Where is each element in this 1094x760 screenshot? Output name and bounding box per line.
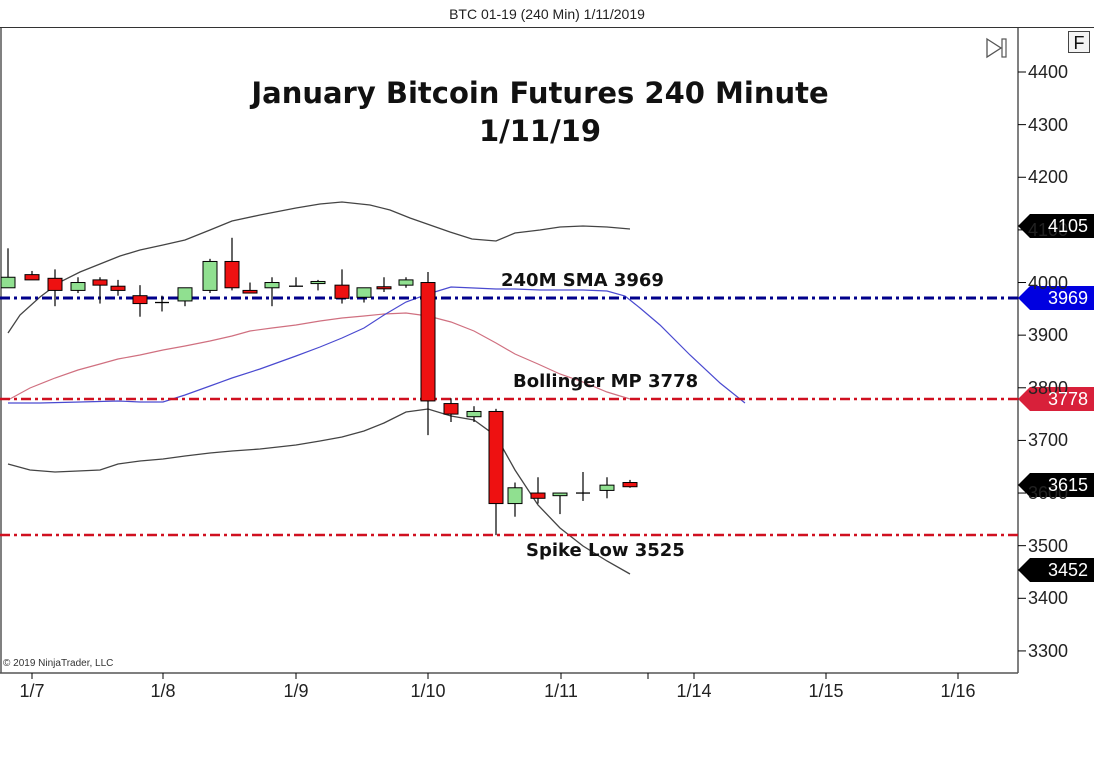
candle	[132, 285, 148, 317]
f-button[interactable]: F	[1068, 31, 1090, 53]
candle	[599, 477, 615, 499]
candle	[488, 408, 504, 536]
candle	[202, 258, 218, 294]
chart-title: January Bitcoin Futures 240 Minute 1/11/…	[180, 74, 900, 150]
candle	[398, 277, 414, 288]
x-tick-label: 1/15	[808, 681, 844, 701]
candle	[576, 471, 590, 501]
tag-lower-band: 3452	[1047, 560, 1088, 580]
x-tick-label: 1/9	[283, 681, 309, 701]
price-tag-upper-band	[1018, 214, 1094, 238]
candle	[310, 279, 326, 291]
x-tick-label: 1/7	[19, 681, 45, 701]
candle	[552, 492, 568, 515]
y-tick-label: 3600	[1028, 483, 1069, 504]
price-tag-last	[1018, 473, 1094, 497]
candle	[110, 279, 126, 296]
y-tick-label: 3800	[1028, 377, 1069, 398]
tag-bollinger-mp: 3778	[1047, 389, 1088, 409]
candle	[507, 482, 523, 517]
tag-upper-band: 4105	[1047, 216, 1088, 236]
candle	[224, 237, 240, 291]
candle	[264, 277, 280, 307]
candle	[530, 477, 546, 504]
bollinger-midpoint	[7, 312, 631, 401]
price-tag-sma	[1018, 286, 1094, 310]
candle	[24, 270, 40, 281]
sma-annotation: 240M SMA 3969	[501, 270, 664, 291]
tag-sma: 3969	[1047, 288, 1088, 308]
candle	[443, 398, 459, 422]
copyright: © 2019 NinjaTrader, LLC	[3, 658, 114, 669]
candle	[622, 479, 638, 488]
window-title: BTC 01-19 (240 Min) 1/11/2019	[0, 0, 1094, 28]
candle	[376, 277, 392, 292]
sma-curve	[8, 286, 746, 404]
candle	[47, 269, 63, 307]
y-tick-label: 4000	[1028, 272, 1069, 293]
y-tick-label: 3700	[1028, 430, 1069, 451]
chart-title-line2: 1/11/19	[478, 114, 602, 148]
y-axis-ticks	[1018, 71, 1026, 652]
candle	[177, 287, 193, 307]
x-axis-ticks	[31, 673, 959, 679]
y-tick-label: 4100	[1028, 219, 1069, 240]
candle	[356, 287, 372, 303]
upper-bollinger-band	[7, 201, 631, 334]
tag-last-price: 3615	[1047, 475, 1088, 495]
y-tick-label: 3400	[1028, 588, 1069, 609]
y-tick-label: 3900	[1028, 325, 1069, 346]
y-tick-label: 3500	[1028, 535, 1069, 556]
x-tick-label: 1/8	[150, 681, 176, 701]
y-tick-label: 4300	[1028, 114, 1069, 135]
candle	[420, 271, 436, 436]
bollinger-annotation: Bollinger MP 3778	[513, 371, 699, 392]
price-tag-mp	[1018, 387, 1094, 411]
spike-low-annotation: Spike Low 3525	[526, 540, 685, 561]
chart-title-line1: January Bitcoin Futures 240 Minute	[251, 76, 829, 110]
y-tick-label: 4200	[1028, 167, 1069, 188]
lower-bollinger-band	[7, 408, 631, 575]
candle	[0, 248, 16, 289]
candle	[70, 277, 86, 294]
x-tick-label: 1/11	[544, 681, 578, 701]
candle	[92, 277, 108, 304]
x-tick-label: 1/10	[410, 681, 446, 701]
x-tick-label: 1/16	[940, 681, 976, 701]
skip-to-end-icon[interactable]	[986, 37, 1007, 59]
candle	[289, 277, 303, 287]
candle	[334, 269, 350, 304]
candle	[242, 282, 258, 294]
candle	[155, 295, 169, 312]
price-tag-lower-band	[1018, 558, 1094, 582]
y-tick-label: 4400	[1028, 62, 1069, 82]
y-tick-label: 3300	[1028, 640, 1069, 661]
candlesticks	[0, 237, 638, 536]
candle	[466, 406, 482, 422]
x-tick-label: 1/14	[676, 681, 712, 701]
